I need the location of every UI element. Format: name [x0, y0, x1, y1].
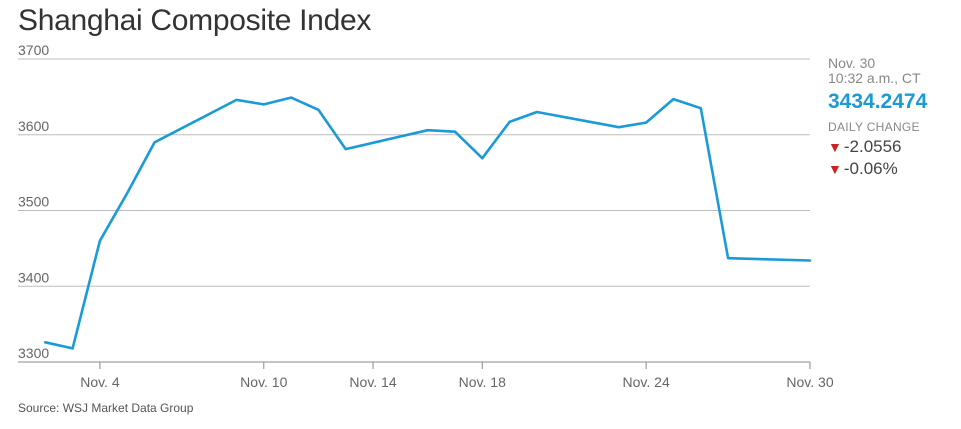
- quote-date: Nov. 30: [828, 55, 876, 71]
- x-axis: Nov. 4 Nov. 10 Nov. 14 Nov. 18 Nov. 24 Nov. 3…: [80, 362, 834, 390]
- data-point: [262, 103, 265, 106]
- data-point: [44, 341, 47, 344]
- y-tick-label: 3600: [18, 118, 49, 134]
- x-tick-label: Nov. 30: [786, 374, 833, 390]
- change-percent-value: -0.06%: [843, 159, 898, 178]
- data-point: [235, 98, 238, 101]
- source-note: Source: WSJ Market Data Group: [18, 401, 194, 415]
- down-arrow-icon: ▼: [828, 139, 842, 155]
- data-point: [699, 107, 702, 110]
- data-point: [535, 111, 538, 114]
- data-point: [453, 130, 456, 133]
- daily-change-label: DAILY CHANGE: [828, 120, 920, 134]
- data-point: [672, 98, 675, 101]
- data-point: [71, 347, 74, 350]
- x-tick-label: Nov. 24: [623, 374, 670, 390]
- data-point: [344, 148, 347, 151]
- data-point: [98, 239, 101, 242]
- y-tick-label: 3400: [18, 269, 49, 285]
- quote-panel: Nov. 30 10:32 a.m., CT 3434.2474 DAILY C…: [828, 56, 958, 179]
- change-points: ▼ -2.0556: [828, 137, 958, 157]
- data-point: [727, 257, 730, 260]
- data-point: [645, 121, 648, 124]
- quote-time: 10:32 a.m., CT: [828, 70, 921, 86]
- data-point: [290, 96, 293, 99]
- x-tick-label: Nov. 10: [240, 374, 287, 390]
- x-tick-label: Nov. 14: [349, 374, 396, 390]
- data-point: [508, 120, 511, 123]
- data-point: [809, 259, 811, 262]
- data-point: [426, 129, 429, 132]
- y-tick-label: 3700: [18, 42, 49, 58]
- down-arrow-icon: ▼: [828, 161, 842, 177]
- data-point: [317, 108, 320, 111]
- y-axis: 3300 3400 3500 3600 3700: [18, 42, 49, 361]
- y-tick-label: 3300: [18, 345, 49, 361]
- change-points-value: -2.0556: [843, 137, 902, 156]
- x-tick-label: Nov. 4: [80, 374, 120, 390]
- quote-value: 3434.2474: [828, 90, 928, 113]
- x-tick-label: Nov. 18: [459, 374, 506, 390]
- series-layer: [43, 96, 812, 350]
- chart-title: Shanghai Composite Index: [18, 4, 372, 37]
- data-point: [481, 157, 484, 160]
- change-percent: ▼ -0.06%: [828, 159, 958, 179]
- data-point: [126, 192, 129, 195]
- data-point: [617, 126, 620, 129]
- data-point: [153, 141, 156, 144]
- y-tick-label: 3500: [18, 194, 49, 210]
- grid-lines: [18, 58, 810, 363]
